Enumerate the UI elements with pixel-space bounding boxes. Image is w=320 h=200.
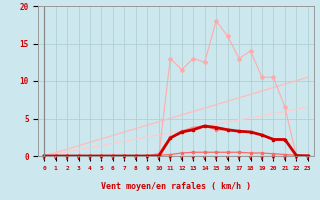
- X-axis label: Vent moyen/en rafales ( km/h ): Vent moyen/en rafales ( km/h ): [101, 182, 251, 191]
